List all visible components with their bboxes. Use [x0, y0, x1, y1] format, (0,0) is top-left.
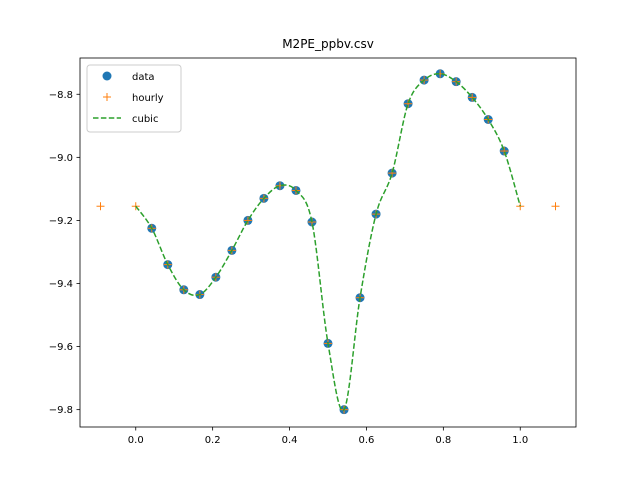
x-tick-label: 0.2: [205, 435, 221, 446]
y-tick-label: −9.8: [49, 405, 73, 416]
legend-label: data: [132, 72, 155, 83]
y-tick-label: −9.0: [49, 153, 73, 164]
y-tick-label: −9.4: [49, 279, 73, 290]
y-axis: −9.8 −9.6 −9.4 −9.2 −9.0 −8.8: [49, 90, 80, 416]
x-tick-label: 0.4: [282, 435, 298, 446]
x-tick-label: 0.8: [435, 435, 451, 446]
x-axis: 0.0 0.2 0.4 0.6 0.8 1.0: [128, 427, 528, 446]
legend: data hourly cubic: [86, 64, 182, 133]
chart-title: M2PE_ppbv.csv: [282, 37, 374, 51]
x-tick-label: 0.0: [128, 435, 144, 446]
cubic-line: [135, 73, 521, 412]
hourly-point: [551, 202, 560, 211]
hourly-point: [500, 147, 509, 156]
hourly-point: [96, 202, 105, 211]
legend-box: [86, 64, 182, 133]
y-tick-label: −9.2: [49, 216, 73, 227]
hourly-point: [468, 93, 477, 102]
axes-frame: [79, 57, 577, 428]
x-tick-label: 0.6: [358, 435, 374, 446]
y-tick-label: −8.8: [49, 90, 73, 101]
legend-label: cubic: [132, 114, 158, 125]
legend-swatch-hourly: [103, 93, 111, 101]
hourly-point: [516, 202, 525, 211]
hourly-point: [243, 216, 252, 225]
legend-swatch-data: [102, 71, 112, 81]
hourly-point: [404, 99, 413, 108]
y-tick-label: −9.6: [49, 342, 73, 353]
plot-area: [96, 69, 560, 415]
x-tick-label: 1.0: [512, 435, 528, 446]
legend-label: hourly: [132, 93, 164, 104]
